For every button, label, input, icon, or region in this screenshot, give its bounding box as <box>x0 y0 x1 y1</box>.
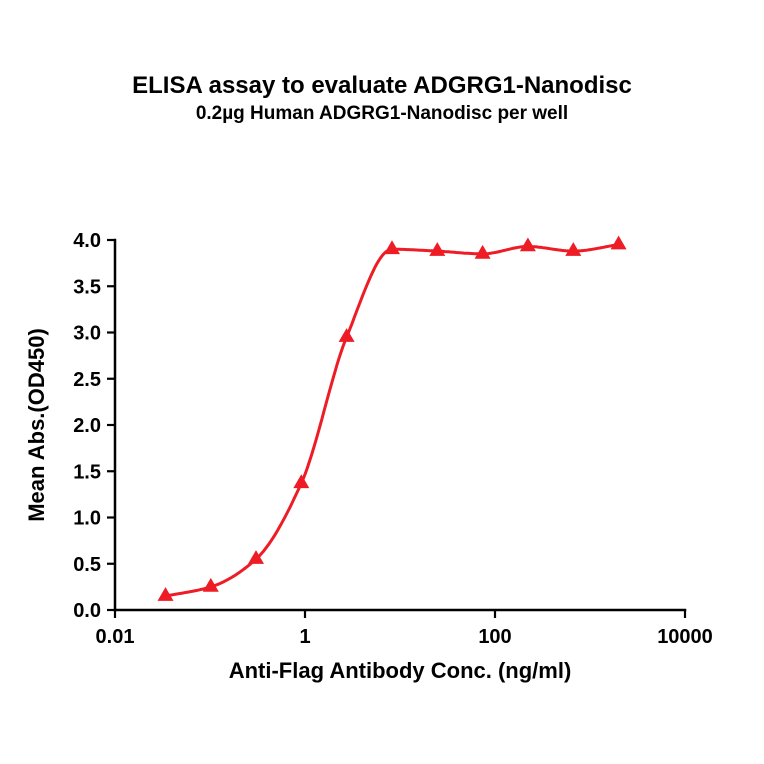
y-tick-label: 1.5 <box>73 461 101 483</box>
y-tick-label: 3.5 <box>73 276 101 298</box>
y-tick-label: 0.5 <box>73 554 101 576</box>
y-tick-label: 3.0 <box>73 323 101 345</box>
y-tick-label: 2.0 <box>73 415 101 437</box>
y-tick-label: 0.0 <box>73 600 101 622</box>
data-point-triangle <box>384 240 400 255</box>
chart-subtitle: 0.2µg Human ADGRG1-Nanodisc per well <box>195 103 569 124</box>
data-point-triangle <box>293 474 310 489</box>
data-point-triangle <box>157 587 174 601</box>
y-tick-label: 1.0 <box>73 508 101 530</box>
data-point-triangle <box>202 577 219 592</box>
data-point-triangle <box>565 242 582 256</box>
fit-curve <box>164 243 621 598</box>
x-axis-label: Anti-Flag Antibody Conc. (ng/ml) <box>229 658 572 683</box>
x-tick-label: 100 <box>478 626 511 648</box>
data-point-triangle <box>610 235 627 250</box>
y-tick-label: 2.5 <box>73 369 101 391</box>
x-tick-label: 1 <box>299 626 310 648</box>
x-tick-label: 10000 <box>657 626 713 648</box>
y-tick-label: 4.0 <box>73 230 101 252</box>
data-point-triangle <box>338 328 355 342</box>
data-point-triangle <box>429 242 446 256</box>
data-point-triangle <box>519 237 536 252</box>
data-point-triangle <box>474 244 491 259</box>
x-tick-label: 0.01 <box>96 626 135 648</box>
chart-title: ELISA assay to evaluate ADGRG1-Nanodisc <box>132 72 632 99</box>
data-point-triangle <box>248 550 264 564</box>
y-axis-label: Mean Abs.(OD450) <box>24 328 49 522</box>
